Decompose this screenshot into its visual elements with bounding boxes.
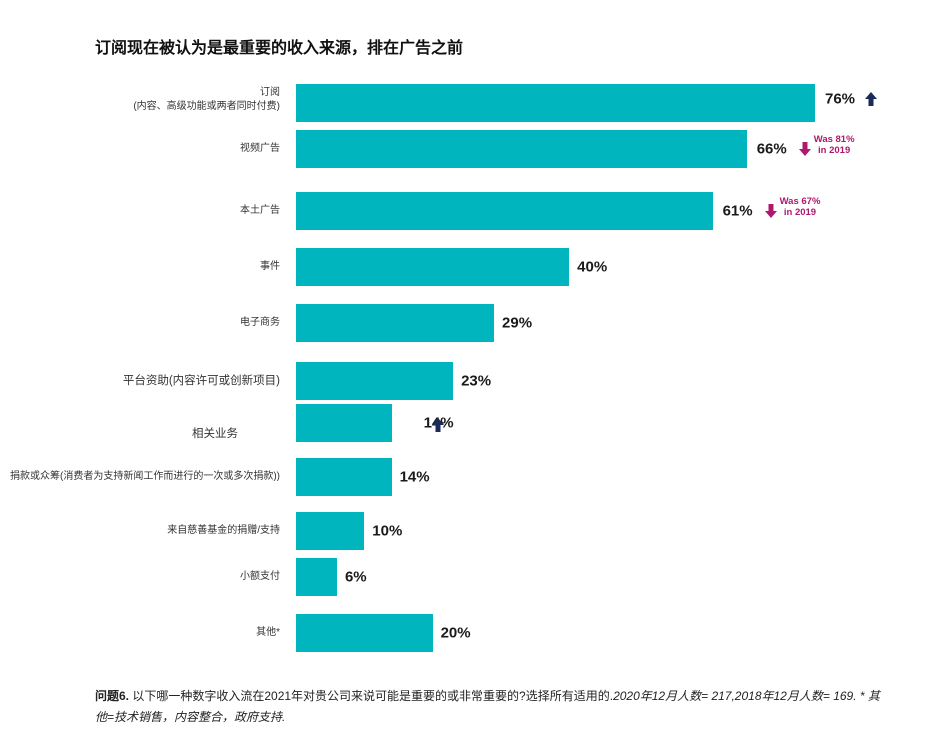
annotation: Was 67% in 2019 <box>779 196 821 218</box>
category-label: 电子商务 <box>240 317 280 328</box>
category-label: 视频广告 <box>240 143 280 154</box>
bar <box>296 84 815 122</box>
category-label: 相关业务 <box>192 428 238 440</box>
footnote-text: 以下哪一种数字收入流在2021年对贵公司来说可能是重要的或非常重要的?选择所有适… <box>129 689 614 703</box>
value-label: 6% <box>344 568 367 586</box>
value-label: 76% <box>825 90 856 108</box>
value-label: 14% <box>399 468 430 486</box>
arrow-down-icon <box>798 142 811 156</box>
category-label: 来自慈善基金的捐赠/支持 <box>167 525 280 536</box>
value-label: 29% <box>502 314 533 332</box>
category-label: 捐款或众筹(消费者为支持新闻工作而进行的一次或多次捐款)) <box>10 471 280 482</box>
annotation: Was 81% in 2019 <box>813 134 855 156</box>
bar <box>296 130 747 168</box>
footnote-note: 2020年12月人数= 217,2018年12月人数= 169. * 其他=技术… <box>95 689 880 724</box>
bar <box>296 512 365 550</box>
chart-title: 订阅现在被认为是最重要的收入来源，排在广告之前 <box>95 40 464 57</box>
bar <box>296 614 433 652</box>
category-label: 订阅 (内容、高级功能或两者同时付费) <box>133 87 280 112</box>
value-label: 40% <box>577 258 608 276</box>
category-label: 其他* <box>256 627 280 638</box>
bar <box>296 404 392 442</box>
arrow-down-icon <box>764 204 777 218</box>
bar <box>296 248 570 286</box>
bar <box>296 458 392 496</box>
value-label: 61% <box>722 202 753 220</box>
category-label: 本土广告 <box>240 205 280 216</box>
bar <box>296 304 495 342</box>
arrow-up-icon <box>865 92 877 106</box>
bar <box>296 192 713 230</box>
category-label: 小额支付 <box>240 571 280 582</box>
footnote-question: 问题6. <box>95 689 130 703</box>
value-label: 23% <box>461 372 492 390</box>
bar <box>296 362 454 400</box>
arrow-up-icon <box>432 418 444 432</box>
value-label: 10% <box>372 522 403 540</box>
category-label: 事件 <box>260 261 280 272</box>
value-label: 66% <box>756 140 787 158</box>
category-label: 平台资助(内容许可或创新项目) <box>122 375 280 387</box>
bar <box>296 558 337 596</box>
value-label: 20% <box>440 624 471 642</box>
footnote: 问题6. 以下哪一种数字收入流在2021年对贵公司来说可能是重要的或非常重要的?… <box>95 686 885 728</box>
